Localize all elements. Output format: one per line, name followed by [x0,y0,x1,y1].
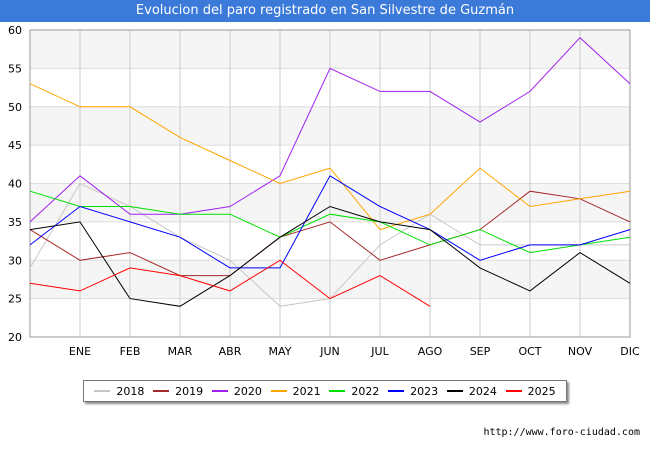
y-tick-label: 20 [8,331,22,344]
legend-swatch [211,390,228,392]
legend-label: 2024 [468,384,497,398]
x-tick-label: AGO [418,345,443,358]
x-tick-label: OCT [518,345,541,358]
series-line-2023 [29,175,631,269]
x-tick-label: MAR [168,345,193,358]
x-tick-label: MAY [269,345,292,358]
legend-label: 2021 [292,384,321,398]
legend-swatch [270,390,287,392]
y-tick-label: 50 [8,101,22,114]
x-tick-label: JUL [370,345,389,358]
chart-legend: 2018 2019 2020 2021 2022 2023 2024 2025 [83,380,567,402]
series-line-2025 [29,259,431,307]
legend-label: 2025 [527,384,556,398]
y-tick-label: 60 [8,24,22,37]
x-tick-label: JUN [319,345,340,358]
y-tick-label: 30 [8,254,22,267]
chart-title: Evolucion del paro registrado en San Sil… [0,0,650,22]
series-line-2020 [29,36,631,223]
y-tick-label: 25 [8,293,22,306]
y-tick-label: 45 [8,139,22,152]
legend-item-2025: 2025 [505,384,556,398]
legend-swatch [94,390,111,392]
legend-item-2024: 2024 [446,384,497,398]
series-line-2021 [29,83,631,231]
legend-swatch [388,390,405,392]
legend-label: 2020 [233,384,262,398]
y-tick-label: 35 [8,216,22,229]
legend-swatch [329,390,346,392]
x-tick-label: NOV [568,345,593,358]
series-line-2024 [29,205,631,307]
x-tick-label: FEB [120,345,141,358]
y-tick-label: 55 [8,62,22,75]
legend-item-2021: 2021 [270,384,321,398]
x-tick-label: SEP [470,345,491,358]
x-tick-label: ENE [69,345,91,358]
legend-item-2018: 2018 [94,385,144,398]
legend-item-2023: 2023 [388,385,438,398]
legend-swatch [153,390,170,392]
legend-swatch [505,390,522,392]
series-line-2022 [29,190,631,254]
legend-item-2019: 2019 [153,385,203,398]
footer-url: http://www.foro-ciudad.com [483,427,640,438]
series-line-2019 [29,190,631,277]
legend-label: 2019 [175,384,204,398]
legend-label: 2023 [410,384,439,398]
legend-label: 2018 [116,384,145,398]
legend-swatch [446,390,463,392]
x-tick-label: DIC [620,345,640,358]
legend-item-2022: 2022 [329,385,379,398]
plot-border [29,29,631,338]
legend-label: 2022 [351,384,380,398]
y-tick-label: 40 [8,178,22,191]
x-tick-label: ABR [219,345,242,358]
legend-item-2020: 2020 [211,384,262,398]
